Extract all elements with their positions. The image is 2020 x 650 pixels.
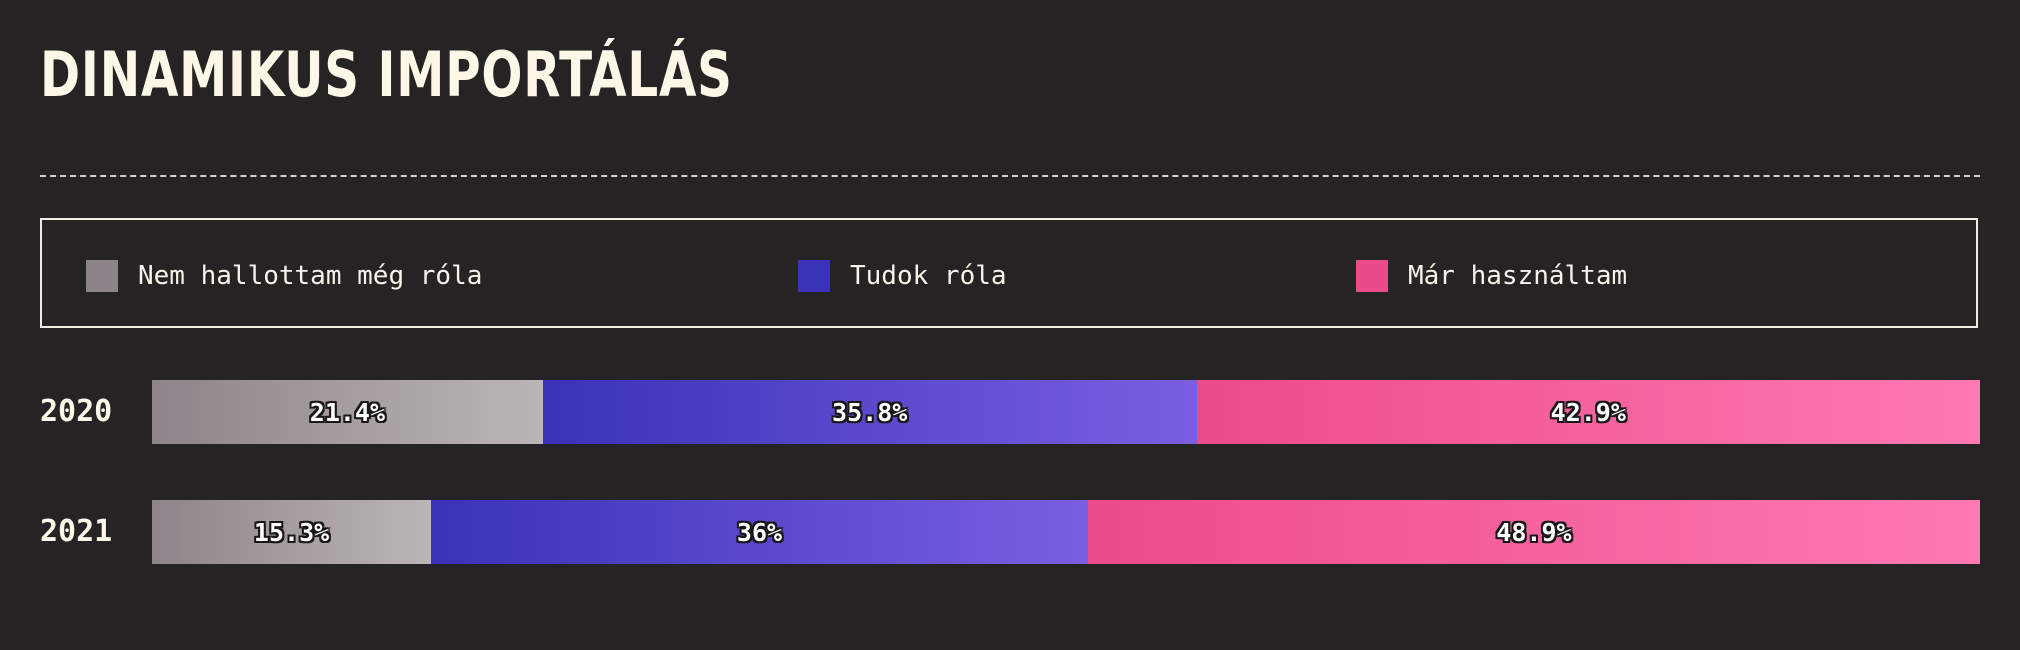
- data-label-2020-know-about: 35.8%: [832, 397, 908, 427]
- legend: Nem hallottam még róla Tudok róla Már ha…: [40, 218, 1978, 328]
- bar-segment-2021-used: 48.9%: [1087, 500, 1980, 564]
- legend-label-not-heard: Nem hallottam még róla: [138, 261, 483, 291]
- data-label-2021-not-heard: 15.3%: [253, 517, 330, 547]
- data-label-2020-not-heard: 21.4%: [309, 397, 386, 427]
- legend-item-know-about[interactable]: Tudok róla: [798, 260, 1007, 292]
- legend-swatch-used: [1356, 260, 1388, 292]
- bar-segment-2021-not-heard: 15.3%: [152, 500, 432, 564]
- legend-label-used: Már használtam: [1408, 261, 1628, 291]
- legend-swatch-not-heard: [86, 260, 118, 292]
- legend-item-not-heard[interactable]: Nem hallottam még róla: [86, 260, 482, 292]
- category-label-2021: 2021: [40, 514, 113, 549]
- bar-segment-2020-know-about: 35.8%: [542, 380, 1197, 444]
- data-label-2020-used: 42.9%: [1550, 397, 1626, 427]
- bar-row-2020: 21.4% 35.8% 42.9%: [152, 380, 1980, 444]
- legend-swatch-know-about: [798, 260, 830, 292]
- bar-segment-2020-used: 42.9%: [1196, 380, 1980, 444]
- bar-segment-2020-not-heard: 21.4%: [152, 380, 543, 444]
- legend-item-used[interactable]: Már használtam: [1356, 260, 1627, 292]
- data-label-2021-used: 48.9%: [1496, 517, 1572, 547]
- chart-title: DINAMIKUS IMPORTÁLÁS: [40, 38, 733, 111]
- bar-segment-2021-know-about: 36%: [431, 500, 1088, 564]
- legend-label-know-about: Tudok róla: [850, 261, 1007, 291]
- dashed-divider: [40, 175, 1980, 177]
- category-label-2020: 2020: [40, 394, 113, 429]
- bar-row-2021: 15.3% 36% 48.9%: [152, 500, 1980, 564]
- data-label-2021-know-about: 36%: [736, 517, 783, 547]
